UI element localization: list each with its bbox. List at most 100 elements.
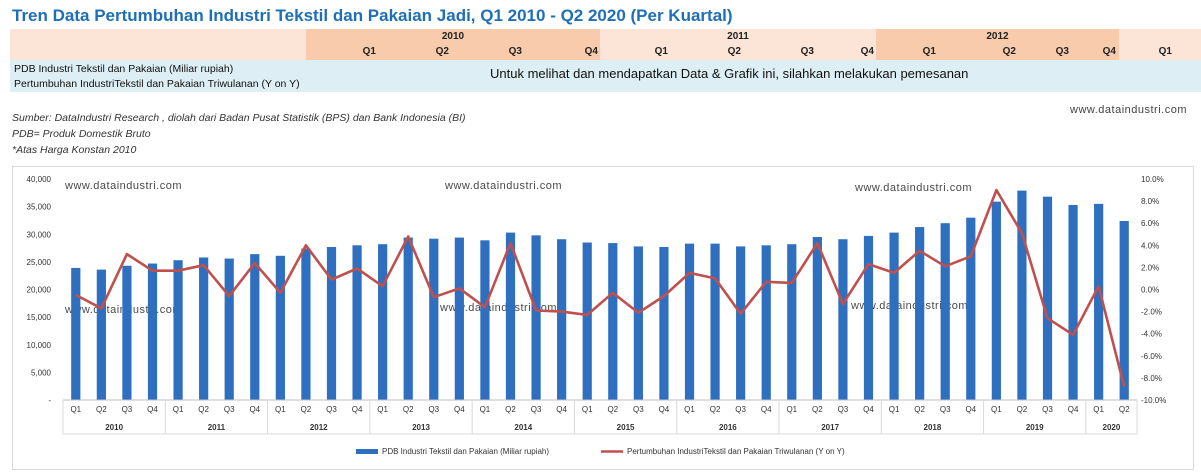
x-tick-label: Q3 <box>735 405 746 414</box>
bar <box>633 246 643 400</box>
abbreviation-note: PDB= Produk Domestik Bruto <box>12 128 151 140</box>
x-tick-label: Q4 <box>863 405 874 414</box>
bar <box>991 201 1001 400</box>
website-label: www.dataindustri.com <box>1070 104 1187 116</box>
chart-frame: - 5,000 10,000 15,000 20,000 25,000 30,000 35,0… <box>12 166 1194 470</box>
x-tick-label: Q1 <box>582 405 593 414</box>
table-blank-cell <box>1119 29 1201 44</box>
table-quarter-cell: Q2 <box>435 46 449 57</box>
x-group-label: 2011 <box>208 423 226 432</box>
y-left-tick-label: 30,000 <box>27 230 52 239</box>
bar <box>71 267 81 400</box>
x-tick-label: Q4 <box>761 405 772 414</box>
x-tick-label: Q2 <box>1119 405 1130 414</box>
bar <box>454 237 464 400</box>
table-blank-cell <box>10 29 306 44</box>
table-quarter-cell: Q1 <box>922 46 936 57</box>
page-title: Tren Data Pertumbuhan Industri Tekstil d… <box>12 6 733 25</box>
bar <box>505 232 516 400</box>
bar <box>557 239 567 400</box>
bar <box>122 265 132 400</box>
y-right-tick-label: 8.0% <box>1141 197 1159 206</box>
table-quarter-cell: Q1 <box>654 46 668 57</box>
y-right-tick-label: -2.0% <box>1141 308 1162 317</box>
bar <box>787 244 797 400</box>
x-tick-label: Q1 <box>684 405 695 414</box>
x-tick-label: Q3 <box>633 405 644 414</box>
x-tick-label: Q3 <box>224 405 235 414</box>
y-right-tick-label: 10.0% <box>1141 175 1164 184</box>
row-label-growth: Pertumbuhan IndustriTekstil dan Pakaian … <box>14 78 300 90</box>
x-group-label: 2013 <box>412 423 430 432</box>
x-tick-label: Q2 <box>301 405 312 414</box>
x-group-label: 2017 <box>821 423 839 432</box>
y-left-tick-label: - <box>48 396 51 405</box>
table-year-cell: 2010 <box>306 29 600 44</box>
bar <box>889 232 899 400</box>
order-notice: Untuk melihat dan mendapatkan Data & Gra… <box>490 66 969 81</box>
x-tick-label: Q3 <box>940 405 951 414</box>
x-tick-label: Q2 <box>1017 405 1028 414</box>
watermark: www.dataindustri.com <box>64 180 182 192</box>
bar <box>403 237 413 400</box>
x-group-label: 2019 <box>1026 423 1044 432</box>
table-band <box>1119 44 1201 60</box>
table-quarter-cell: Q3 <box>1055 46 1069 57</box>
table-blank-cell <box>10 44 306 60</box>
bar <box>199 257 209 400</box>
y-left-tick-label: 20,000 <box>27 286 52 295</box>
table-band <box>600 44 876 60</box>
y-right-tick-label: -8.0% <box>1141 374 1162 383</box>
x-tick-label: Q2 <box>710 405 721 414</box>
legend-swatch-bar <box>356 449 378 454</box>
x-tick-label: Q4 <box>147 405 158 414</box>
x-group-label: 2014 <box>514 423 532 432</box>
y-left-tick-label: 40,000 <box>27 175 52 184</box>
watermark: www.dataindustri.com <box>850 300 968 312</box>
y-left-tick-label: 25,000 <box>27 258 52 267</box>
watermark: www.dataindustri.com <box>444 180 562 192</box>
bar <box>966 217 976 400</box>
bar <box>147 263 158 400</box>
x-tick-label: Q2 <box>505 405 516 414</box>
bar <box>378 244 388 400</box>
legend-label: PDB Industri Tekstil dan Pakaian (Miliar… <box>382 447 549 456</box>
x-tick-label: Q2 <box>198 405 209 414</box>
table-quarter-cell: Q2 <box>727 46 741 57</box>
bar <box>173 260 183 400</box>
x-tick-label: Q2 <box>96 405 107 414</box>
table-year-cell: 2011 <box>600 29 876 44</box>
x-tick-label: Q1 <box>70 405 81 414</box>
x-tick-label: Q4 <box>352 405 363 414</box>
x-group-label: 2010 <box>105 423 123 432</box>
bar <box>710 243 720 400</box>
table-band <box>306 44 600 60</box>
bar <box>736 246 746 400</box>
x-tick-label: Q1 <box>889 405 900 414</box>
y-left-tick-label: 10,000 <box>27 341 52 350</box>
bar <box>326 246 337 400</box>
growth-line <box>75 188 1126 388</box>
y-right-tick-label: 6.0% <box>1141 219 1159 228</box>
bar <box>352 245 362 400</box>
x-tick-label: Q3 <box>531 405 542 414</box>
bar <box>224 258 234 400</box>
table-year-row: 2010 2011 2012 <box>10 29 1201 44</box>
x-tick-label: Q2 <box>812 405 823 414</box>
bar <box>863 235 874 400</box>
bar <box>96 269 106 400</box>
x-tick-label: Q2 <box>914 405 925 414</box>
table-quarter-cell: Q4 <box>584 46 598 57</box>
x-group-label: 2018 <box>924 423 942 432</box>
x-tick-label: Q4 <box>965 405 976 414</box>
bar <box>429 238 439 400</box>
x-tick-label: Q1 <box>275 405 286 414</box>
y-left-tick-label: 5,000 <box>31 368 52 377</box>
table-year-cell: 2012 <box>876 29 1119 44</box>
table-data-row: PDB Industri Tekstil dan Pakaian (Miliar… <box>10 60 1201 92</box>
x-group-label: 2012 <box>310 423 328 432</box>
bar <box>940 223 950 400</box>
legend-label: Pertumbuhan IndustriTekstil dan Pakaian … <box>627 447 845 456</box>
y-right-tick-label: -10.0% <box>1141 396 1166 405</box>
bar <box>659 246 669 400</box>
